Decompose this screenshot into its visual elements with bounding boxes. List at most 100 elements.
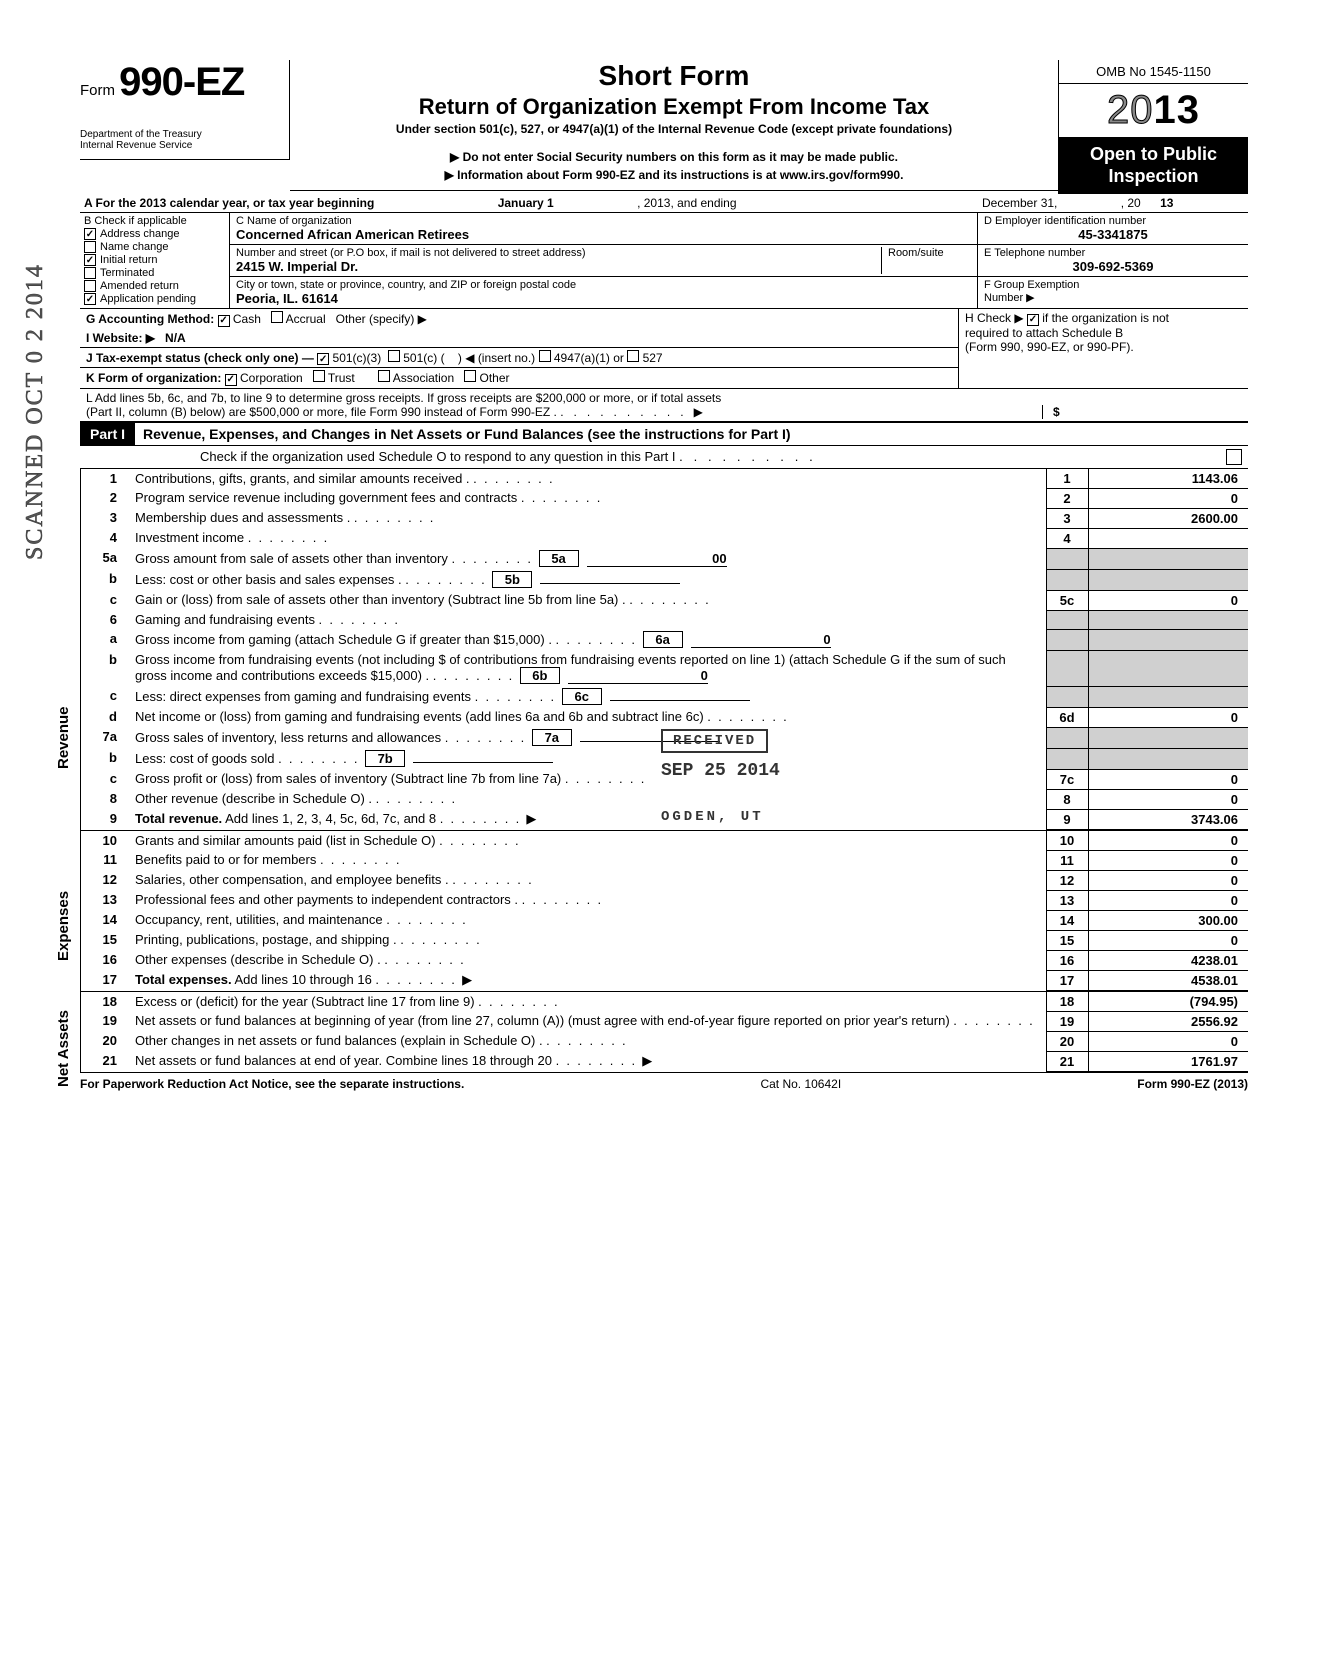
checkbox-initial-return[interactable]: ✓Initial return xyxy=(84,254,225,266)
line-desc-d: Net income or (loss) from gaming and fun… xyxy=(129,707,1046,727)
line-box-2: 2 xyxy=(1046,488,1088,508)
corporation-checkbox[interactable]: ✓ xyxy=(225,374,237,386)
line-box-13: 13 xyxy=(1046,890,1088,910)
line-box-14: 14 xyxy=(1046,910,1088,930)
line-desc-20: Other changes in net assets or fund bala… xyxy=(129,1031,1046,1051)
line-desc-c: Less: direct expenses from gaming and fu… xyxy=(129,686,1046,707)
line-val-20: 0 xyxy=(1088,1031,1248,1051)
checkbox-address-change[interactable]: ✓Address change xyxy=(84,228,225,240)
checkbox-name-change[interactable]: Name change xyxy=(84,241,225,253)
line-val-14: 300.00 xyxy=(1088,910,1248,930)
line-num-c: c xyxy=(81,769,129,789)
open-to-public: Open to PublicInspection xyxy=(1059,138,1248,193)
line-num-12: 12 xyxy=(81,870,129,890)
line-val-19: 2556.92 xyxy=(1088,1011,1248,1031)
ssn-warning: ▶ Do not enter Social Security numbers o… xyxy=(298,150,1050,164)
line-desc-c: Gain or (loss) from sale of assets other… xyxy=(129,590,1046,610)
schedule-b-checkbox[interactable]: ✓ xyxy=(1027,314,1039,326)
line-val-12: 0 xyxy=(1088,870,1248,890)
line-val-4 xyxy=(1088,528,1248,548)
line-val-2: 0 xyxy=(1088,488,1248,508)
org-name: Concerned African American Retirees xyxy=(236,227,971,242)
line-val-13: 0 xyxy=(1088,890,1248,910)
line-desc-13: Professional fees and other payments to … xyxy=(129,890,1046,910)
line-val-15: 0 xyxy=(1088,930,1248,950)
line-box-11: 11 xyxy=(1046,850,1088,870)
line-box-8: 8 xyxy=(1046,789,1088,809)
line-box-6d: 6d xyxy=(1046,707,1088,727)
line-num-16: 16 xyxy=(81,950,129,970)
line-desc-1: Contributions, gifts, grants, and simila… xyxy=(129,469,1046,489)
schedule-o-checkbox[interactable] xyxy=(1226,449,1242,465)
line-num-19: 19 xyxy=(81,1011,129,1031)
checkbox-amended-return[interactable]: Amended return xyxy=(84,280,225,292)
line-val-17: 4538.01 xyxy=(1088,970,1248,990)
line-num-6: 6 xyxy=(81,610,129,629)
checkbox-application-pending[interactable]: ✓Application pending xyxy=(84,293,225,305)
line-desc-b: Less: cost or other basis and sales expe… xyxy=(129,569,1046,590)
line-num-5a: 5a xyxy=(81,548,129,569)
telephone: 309-692-5369 xyxy=(984,259,1242,274)
line-desc-3: Membership dues and assessments . . . . … xyxy=(129,508,1046,528)
line-num-10: 10 xyxy=(81,831,129,851)
page-footer: For Paperwork Reduction Act Notice, see … xyxy=(80,1072,1248,1091)
line-num-11: 11 xyxy=(81,850,129,870)
col-b-checkboxes: B Check if applicable ✓Address changeNam… xyxy=(80,213,230,308)
line-desc-6: Gaming and fundraising events . . . . . … xyxy=(129,610,1046,629)
line-desc-11: Benefits paid to or for members . . . . … xyxy=(129,850,1046,870)
line-num-14: 14 xyxy=(81,910,129,930)
part1-header: Part I Revenue, Expenses, and Changes in… xyxy=(80,422,1248,446)
line-desc-12: Salaries, other compensation, and employ… xyxy=(129,870,1046,890)
line-val-1: 1143.06 xyxy=(1088,469,1248,489)
short-form-title: Short Form xyxy=(298,60,1050,92)
line-num-15: 15 xyxy=(81,930,129,950)
line-desc-18: Excess or (deficit) for the year (Subtra… xyxy=(129,992,1046,1012)
line-desc-19: Net assets or fund balances at beginning… xyxy=(129,1011,1046,1031)
line-val-5c: 0 xyxy=(1088,590,1248,610)
line-num-7a: 7a xyxy=(81,727,129,748)
line-num-8: 8 xyxy=(81,789,129,809)
line-val-11: 0 xyxy=(1088,850,1248,870)
form-number: Form 990-EZ xyxy=(80,60,289,105)
line-desc-b: Less: cost of goods sold . . . . . . . .… xyxy=(129,748,1046,769)
line-box-9: 9 xyxy=(1046,809,1088,829)
line-desc-c: Gross profit or (loss) from sales of inv… xyxy=(129,769,1046,789)
501c3-checkbox[interactable]: ✓ xyxy=(317,353,329,365)
section-bcdef: B Check if applicable ✓Address changeNam… xyxy=(80,213,1248,309)
line-desc-21: Net assets or fund balances at end of ye… xyxy=(129,1051,1046,1071)
line-box-3: 3 xyxy=(1046,508,1088,528)
checkbox-terminated[interactable]: Terminated xyxy=(84,267,225,279)
line-box-7c: 7c xyxy=(1046,769,1088,789)
line-box-18: 18 xyxy=(1046,992,1088,1012)
line-num-a: a xyxy=(81,629,129,650)
line-box-12: 12 xyxy=(1046,870,1088,890)
line-desc-15: Printing, publications, postage, and shi… xyxy=(129,930,1046,950)
line-box-5c: 5c xyxy=(1046,590,1088,610)
line-box-20: 20 xyxy=(1046,1031,1088,1051)
netassets-section: Net Assets 18Excess or (deficit) for the… xyxy=(80,991,1248,1072)
line-num-18: 18 xyxy=(81,992,129,1012)
form-header: Form 990-EZ Department of the Treasury I… xyxy=(80,60,1248,194)
accrual-checkbox[interactable] xyxy=(271,311,283,323)
line-num-9: 9 xyxy=(81,809,129,829)
line-val-18: (794.95) xyxy=(1088,992,1248,1012)
line-desc-5a: Gross amount from sale of assets other t… xyxy=(129,548,1046,569)
line-box-16: 16 xyxy=(1046,950,1088,970)
line-desc-17: Total expenses. Add lines 10 through 16 … xyxy=(129,970,1046,990)
line-desc-8: Other revenue (describe in Schedule O) .… xyxy=(129,789,1046,809)
line-desc-14: Occupancy, rent, utilities, and maintena… xyxy=(129,910,1046,930)
expenses-section: Expenses 10Grants and similar amounts pa… xyxy=(80,830,1248,991)
line-val-21: 1761.97 xyxy=(1088,1051,1248,1071)
line-num-21: 21 xyxy=(81,1051,129,1071)
line-val-9: 3743.06 xyxy=(1088,809,1248,829)
line-val-3: 2600.00 xyxy=(1088,508,1248,528)
omb-number: OMB No 1545-1150 xyxy=(1059,60,1248,84)
line-box-17: 17 xyxy=(1046,970,1088,990)
line-desc-4: Investment income . . . . . . . . xyxy=(129,528,1046,548)
return-title: Return of Organization Exempt From Incom… xyxy=(298,94,1050,120)
cash-checkbox[interactable]: ✓ xyxy=(218,315,230,327)
line-box-4: 4 xyxy=(1046,528,1088,548)
line-desc-16: Other expenses (describe in Schedule O) … xyxy=(129,950,1046,970)
line-num-13: 13 xyxy=(81,890,129,910)
line-num-b: b xyxy=(81,748,129,769)
